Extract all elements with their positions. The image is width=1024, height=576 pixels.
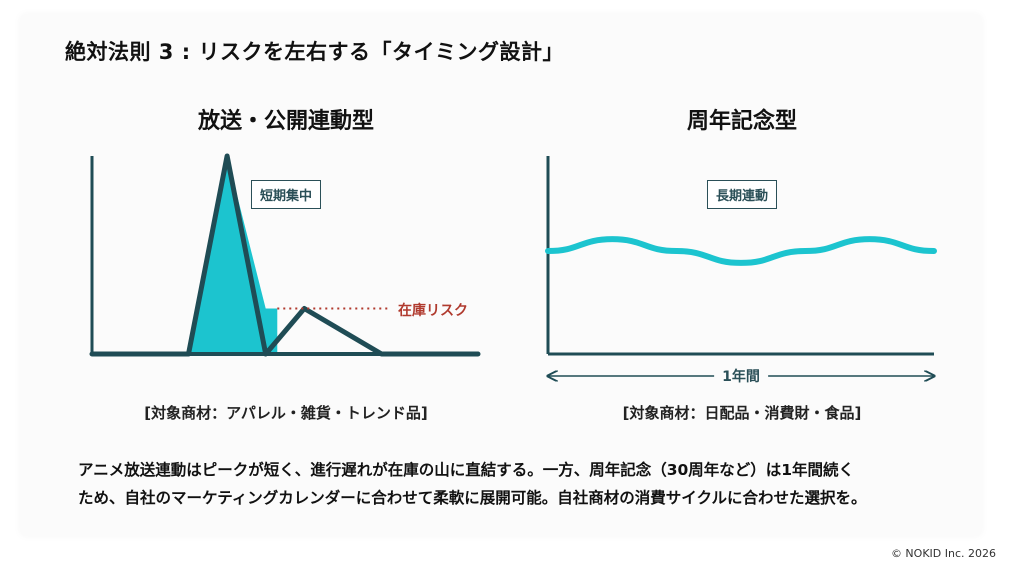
copyright: © NOKID Inc. 2026 [890,547,996,560]
left-demand-line [89,153,481,357]
right-target-products: [対象商材：日配品・消費財・食品] [622,404,862,422]
left-chart-title: 放送・公開連動型 [197,109,375,134]
body-text-line-2: ため、自社のマーケティングカレンダーに合わせて柔軟に展開可能。自社商材の消費サイ… [78,489,867,507]
right-demand-wave [545,236,937,266]
slide-title: 絶対法則 3 : リスクを左右する「タイミング設計」 [65,40,564,64]
short-term-annotation: 短期集中 [250,180,322,209]
body-text-line-1: アニメ放送連動はピークが短く、進行遅れが在庫の山に直結する。一方、周年記念（30… [78,461,855,479]
left-target-products: [対象商材：アパレル・雑貨・トレンド品] [144,404,428,422]
inventory-risk-label: 在庫リスク [398,303,468,319]
one-year-label: 1年間 [714,366,768,386]
long-term-annotation: 長期連動 [706,180,778,209]
slide-card [20,14,982,536]
right-chart-title: 周年記念型 [686,109,798,134]
